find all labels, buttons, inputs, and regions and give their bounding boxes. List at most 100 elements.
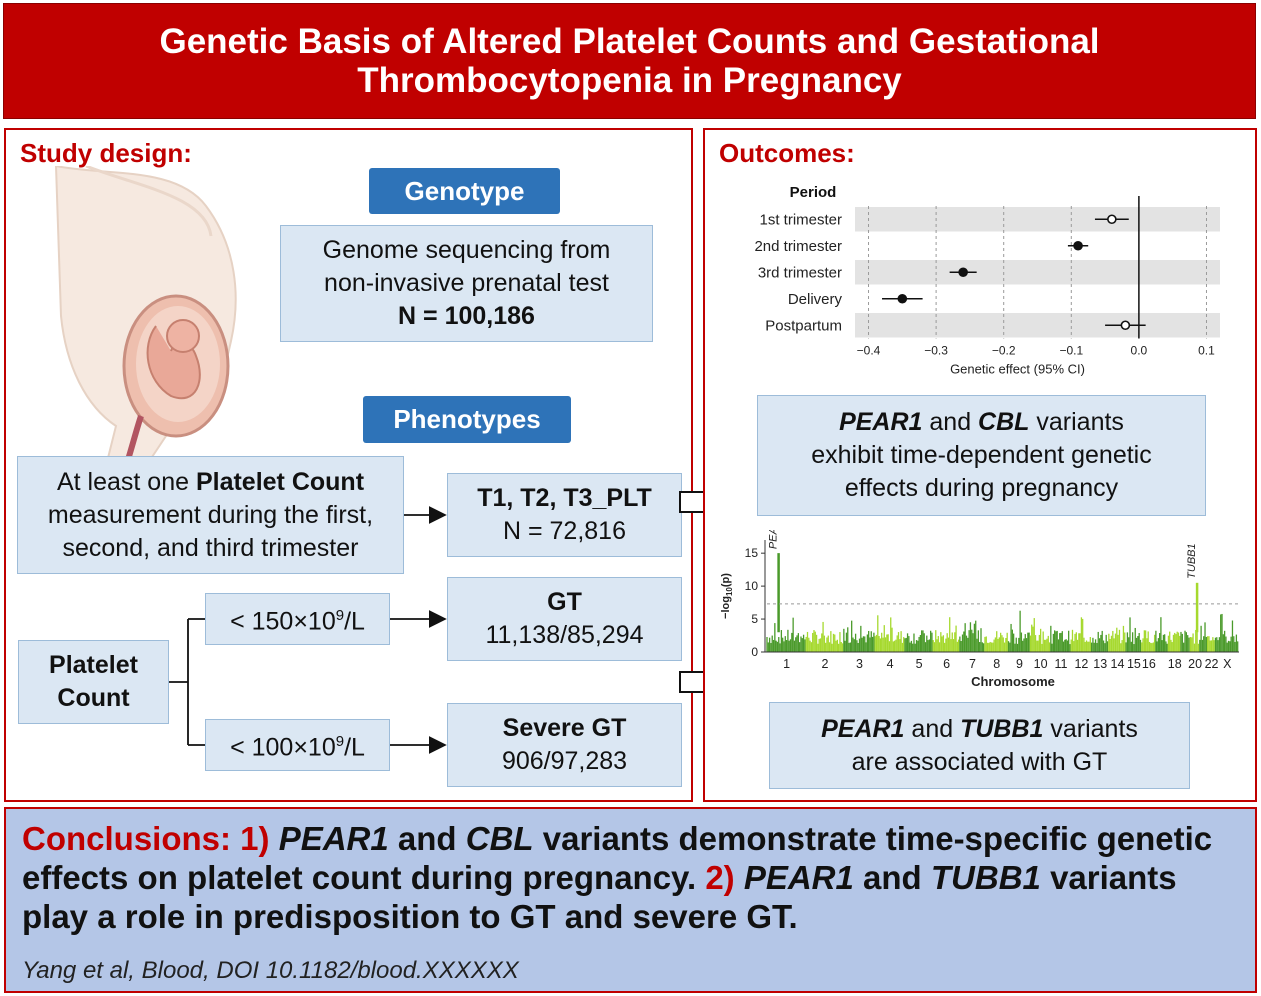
forest-tick-label: −0.4 (857, 344, 881, 358)
forest-row-label: 1st trimester (759, 211, 842, 228)
genotype-box: Genome sequencing from non-invasive pren… (280, 225, 653, 342)
manhattan-y-tick-label: 10 (745, 579, 759, 593)
manhattan-y-label: −log10(p) (720, 573, 734, 619)
manhattan-x-tick-label: 20 (1188, 657, 1202, 671)
manhattan-x-tick-label: 5 (916, 657, 923, 671)
manhattan-peak-label: PEAR1 (768, 530, 780, 549)
forest-tick-label: −0.3 (924, 344, 948, 358)
severe-gt-box: Severe GT 906/97,283 (447, 703, 682, 787)
forest-row-label: Delivery (788, 291, 843, 308)
measurement-line-2: measurement during the first, (47, 500, 374, 529)
manhattan-x-tick-label: 11 (1055, 657, 1068, 671)
forest-plot: −0.4 −0.3 −0.2 −0.1 0.0 0.1 Period 1st trimeste… (754, 184, 1220, 377)
platelet-count-box: Platelet Count (18, 640, 169, 724)
plt-n: N = 72,816 (502, 517, 626, 545)
measurement-box: At least one Platelet Count measurement … (17, 456, 404, 574)
threshold-100-text: < 100×109/L (230, 733, 365, 762)
title-line-1: Genetic Basis of Altered Platelet Counts… (159, 22, 1100, 61)
genotype-n: N = 100,186 (398, 302, 535, 330)
forest-point (897, 293, 908, 304)
forest-row-label: Postpartum (765, 317, 842, 334)
manhattan-x-tick-label: 3 (856, 657, 863, 671)
measurement-line-3: second, and third trimester (62, 533, 359, 562)
forest-tick-label: 0.0 (1131, 344, 1148, 358)
conclusion-gene-tubb1: TUBB1 (930, 859, 1041, 896)
forest-x-label: Genetic effect (95% CI) (950, 362, 1085, 377)
conclusion-gene-pear1: PEAR1 (278, 820, 389, 857)
forest-row-label: 2nd trimester (754, 238, 842, 255)
connector-lines (169, 506, 447, 754)
manhattan-x-label: Chromosome (971, 674, 1055, 689)
study-design-heading: Study design: (20, 138, 192, 168)
manhattan-x-tick-label: 9 (1016, 657, 1023, 671)
study-design-panel: Study design: Genotype Genome sequencing… (4, 128, 693, 802)
threshold-100-box: < 100×109/L (205, 719, 390, 771)
conclusions-text: Conclusions: 1) PEAR1 and CBL variants d… (22, 820, 1213, 935)
gt-value: 11,138/85,294 (485, 621, 644, 649)
severe-gt-value: 906/97,283 (501, 747, 628, 775)
manhattan-x-tick-label: 4 (887, 657, 894, 671)
plt-box: T1, T2, T3_PLT N = 72,816 (447, 473, 682, 557)
measurement-line-1: At least one Platelet Count (56, 467, 365, 496)
finding-2-box: PEAR1 and TUBB1 variants are associated … (769, 702, 1190, 789)
forest-legend-title: Period (790, 184, 837, 201)
manhattan-x-tick-label: 15 (1127, 657, 1141, 671)
manhattan-peak-label: TUBB1 (1186, 543, 1198, 578)
conclusion-gene-pear1-2: PEAR1 (743, 859, 854, 896)
manhattan-x-tick-label: 8 (993, 657, 1000, 671)
manhattan-x-tick-label: 13 (1093, 657, 1107, 671)
forest-band (855, 207, 1220, 232)
conclusion-gene-cbl: CBL (465, 820, 534, 857)
manhattan-x-tick-label: X (1223, 657, 1232, 671)
manhattan-x-tick-label: 18 (1168, 657, 1182, 671)
forest-tick-label: −0.2 (992, 344, 1016, 358)
manhattan-x-tick-label: 14 (1111, 657, 1125, 671)
title-line-2: Thrombocytopenia in Pregnancy (357, 61, 902, 100)
conclusions-label: Conclusions: (22, 820, 232, 857)
manhattan-y-tick-label: 0 (751, 645, 758, 659)
genotype-line-1: Genome sequencing from (322, 236, 611, 264)
forest-point (1073, 240, 1083, 251)
manhattan-x-tick-label: 12 (1074, 657, 1088, 671)
severe-gt-label: Severe GT (502, 714, 627, 742)
manhattan-y-tick-label: 5 (751, 612, 758, 626)
manhattan-x-tick-label: 16 (1142, 657, 1156, 671)
phenotypes-tag: Phenotypes (363, 396, 571, 443)
manhattan-x-tick-label: 7 (969, 657, 976, 671)
finding-1-line-3: effects during pregnancy (844, 474, 1119, 502)
manhattan-y-tick-label: 15 (745, 546, 759, 560)
finding-2-line-2: are associated with GT (851, 747, 1108, 776)
manhattan-x-tick-label: 10 (1034, 657, 1048, 671)
genotype-tag: Genotype (369, 168, 560, 214)
gt-box: GT 11,138/85,294 (447, 577, 682, 661)
finding-1-line-2: exhibit time-dependent genetic (811, 441, 1152, 469)
finding-1-line-1: PEAR1 and CBL variants (839, 408, 1124, 436)
finding-2-line-1: PEAR1 and TUBB1 variants (821, 714, 1138, 743)
forest-point (1107, 214, 1117, 225)
gt-label: GT (547, 588, 582, 616)
threshold-150-box: < 150×109/L (205, 593, 390, 645)
platelet-count-line-1: Platelet (49, 651, 138, 679)
manhattan-x-tick-label: 22 (1205, 657, 1219, 671)
outcomes-heading: Outcomes: (719, 138, 855, 168)
forest-band (855, 260, 1220, 285)
manhattan-x-tick-label: 6 (943, 657, 950, 671)
threshold-150-text: < 150×109/L (230, 607, 365, 636)
pregnancy-illustration (54, 166, 237, 466)
manhattan-x-tick-label: 2 (822, 657, 829, 671)
title-banner: Genetic Basis of Altered Platelet Counts… (3, 3, 1256, 119)
conclusions-panel: Conclusions: 1) PEAR1 and CBL variants d… (4, 807, 1257, 993)
plt-label: T1, T2, T3_PLT (477, 484, 652, 512)
finding-1-box: PEAR1 and CBL variants exhibit time-depe… (757, 395, 1206, 516)
manhattan-x-tick-label: 1 (783, 657, 790, 671)
platelet-count-line-2: Count (57, 684, 130, 712)
forest-tick-label: 0.1 (1198, 344, 1215, 358)
conclusion-number-2: 2) (705, 859, 735, 896)
forest-point (958, 267, 968, 278)
conclusion-number-1: 1) (231, 820, 270, 857)
forest-row-label: 3rd trimester (758, 264, 842, 281)
forest-point (1120, 320, 1131, 331)
outcomes-panel: Outcomes: −0.4 −0.3 −0.2 −0.1 0.0 0.1 Period 1s… (703, 128, 1257, 802)
forest-tick-label: −0.1 (1059, 344, 1083, 358)
